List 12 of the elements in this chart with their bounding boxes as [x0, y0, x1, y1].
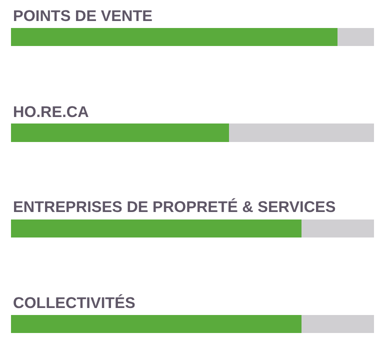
bar	[11, 28, 338, 46]
bar	[338, 28, 374, 46]
y-tick-label: COLLECTIVITÉS	[13, 294, 136, 312]
y-tick-label: POINTS DE VENTE	[13, 8, 153, 25]
bar	[11, 314, 302, 334]
bar	[301, 219, 374, 238]
y-tick-label: HO.RE.CA	[13, 104, 89, 121]
bar	[11, 219, 302, 238]
bar	[11, 124, 229, 142]
bar	[301, 314, 374, 334]
bar	[228, 124, 374, 142]
y-tick-label: ENTREPRISES DE PROPRETÉ & SERVICES	[13, 198, 336, 216]
